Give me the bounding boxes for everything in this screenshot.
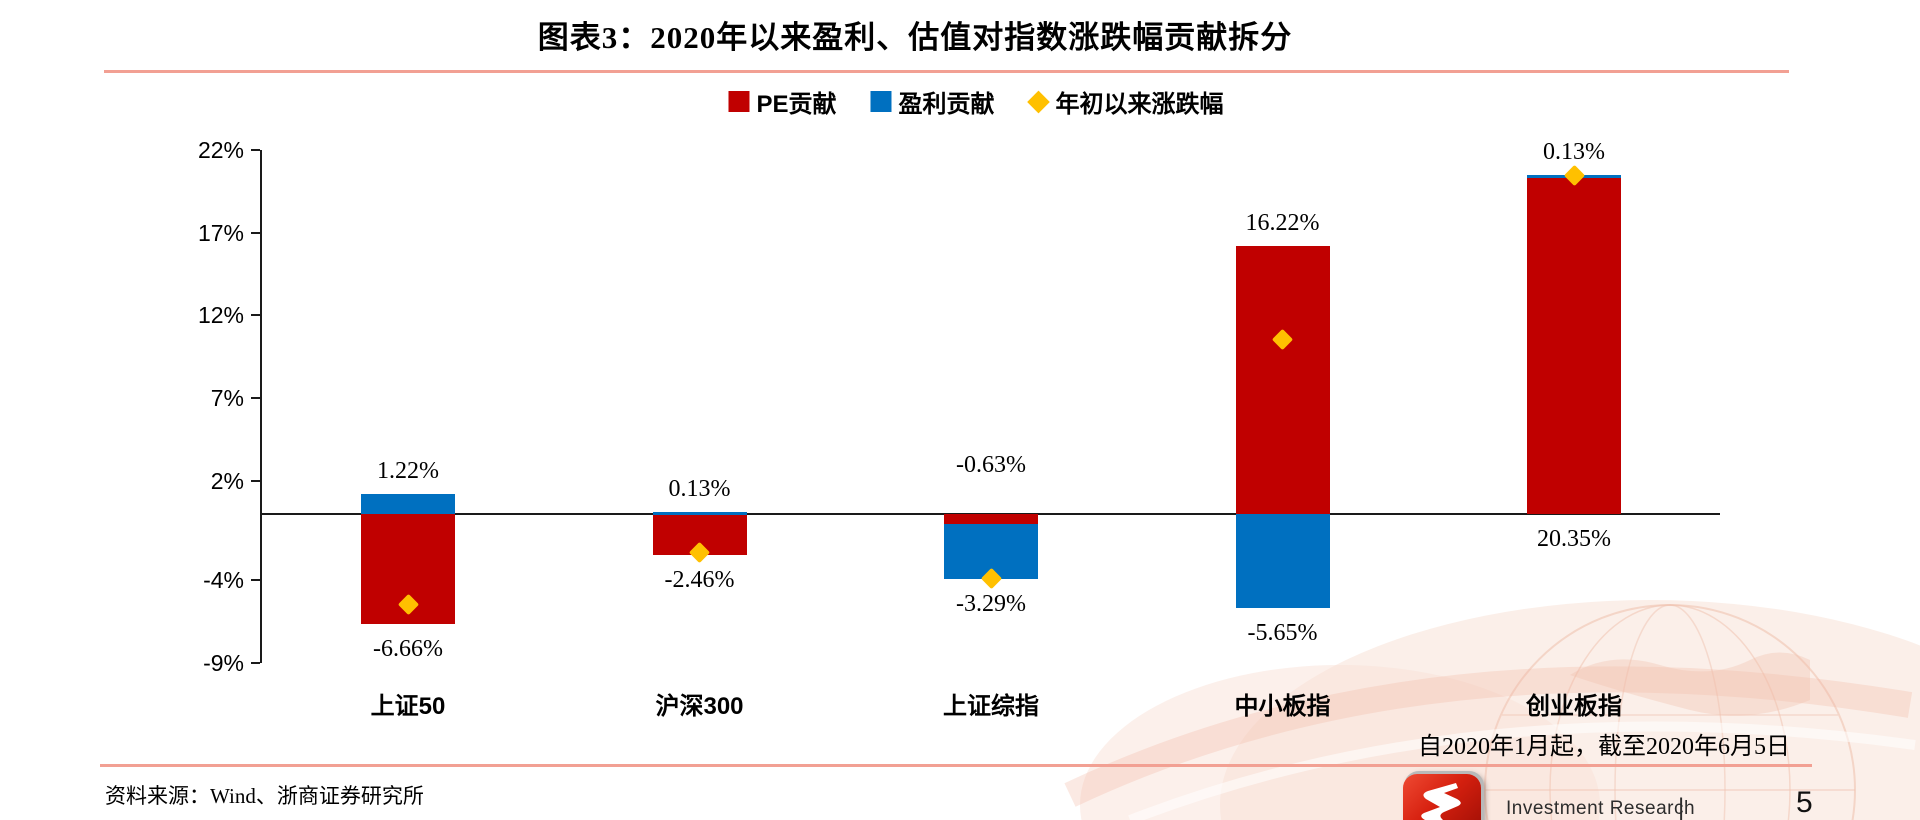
bar-segment-earnings-3 xyxy=(1235,514,1330,608)
legend-item-1: 盈利贡献 xyxy=(870,84,995,119)
y-axis-tick-mark xyxy=(251,579,260,582)
y-axis-tick-mark xyxy=(251,661,260,664)
footer-divider xyxy=(100,764,1812,767)
legend-item-0: PE贡献 xyxy=(728,84,837,119)
x-category-label-0: 上证50 xyxy=(370,693,446,720)
bar-segment-pe-4 xyxy=(1527,177,1621,514)
x-category-label-1: 沪深300 xyxy=(655,693,744,720)
legend-label: 年初以来涨跌幅 xyxy=(1055,91,1224,118)
value-label: -5.65% xyxy=(1247,619,1318,646)
y-axis-tick-label: 2% xyxy=(210,467,244,494)
value-label: -3.29% xyxy=(956,590,1026,617)
logo-zigzag-icon xyxy=(1421,783,1461,820)
bar-segment-earnings-1 xyxy=(652,511,747,515)
y-axis-tick-mark xyxy=(251,314,260,317)
bar-segment-earnings-0 xyxy=(361,493,455,514)
value-label: 1.22% xyxy=(377,457,439,484)
legend-label: PE贡献 xyxy=(756,91,837,118)
value-label: 20.35% xyxy=(1537,526,1611,552)
legend-square-swatch-icon xyxy=(728,91,750,112)
y-axis-tick-label: 7% xyxy=(210,385,244,412)
source-text: 资料来源：Wind、浙商证券研究所 xyxy=(105,784,424,808)
y-axis-tick-label: 12% xyxy=(197,302,244,329)
bar-segment-pe-3 xyxy=(1235,245,1330,514)
value-label: 16.22% xyxy=(1245,209,1320,236)
company-logo-icon xyxy=(1403,774,1481,820)
brand-name: Investment Research xyxy=(1506,798,1696,819)
legend-label: 盈利贡献 xyxy=(898,91,995,118)
value-label: -2.46% xyxy=(664,566,735,593)
value-label: -0.63% xyxy=(956,451,1026,478)
value-label: 0.13% xyxy=(1543,139,1605,166)
y-axis-tick-mark xyxy=(251,148,260,151)
y-axis-tick-mark xyxy=(251,231,260,234)
chart-legend: PE贡献 盈利贡献 年初以来涨跌幅 xyxy=(728,84,1224,119)
value-label: 0.13% xyxy=(668,475,731,502)
legend-item-2: 年初以来涨跌幅 xyxy=(1027,84,1224,119)
y-axis-tick-label: 22% xyxy=(197,136,244,163)
y-axis-tick-mark xyxy=(251,397,260,400)
x-category-label-4: 创业板指 xyxy=(1526,693,1622,720)
y-axis-tick-mark xyxy=(251,479,260,482)
y-axis-line xyxy=(260,149,262,663)
x-category-label-2: 上证综指 xyxy=(943,693,1039,720)
y-axis-tick-label: -9% xyxy=(203,649,244,676)
value-label: -6.66% xyxy=(373,636,443,663)
chart-period-note: 自2020年1月起，截至2020年6月5日 xyxy=(1418,734,1790,760)
bar-segment-pe-2 xyxy=(944,514,1038,525)
legend-square-swatch-icon xyxy=(870,91,892,112)
y-axis-tick-label: -4% xyxy=(203,567,244,594)
title-divider xyxy=(104,70,1789,73)
page-number: 5 xyxy=(1796,786,1813,819)
brand-footer: Investment Research | 5 xyxy=(1400,770,1920,820)
x-category-label-3: 中小板指 xyxy=(1234,693,1331,720)
y-axis-tick-label: 17% xyxy=(197,219,244,246)
legend-diamond-swatch-icon xyxy=(1027,90,1050,113)
footer-separator: | xyxy=(1678,794,1685,820)
chart-title: 图表3：2020年以来盈利、估值对指数涨跌幅贡献拆分 xyxy=(537,20,1293,55)
